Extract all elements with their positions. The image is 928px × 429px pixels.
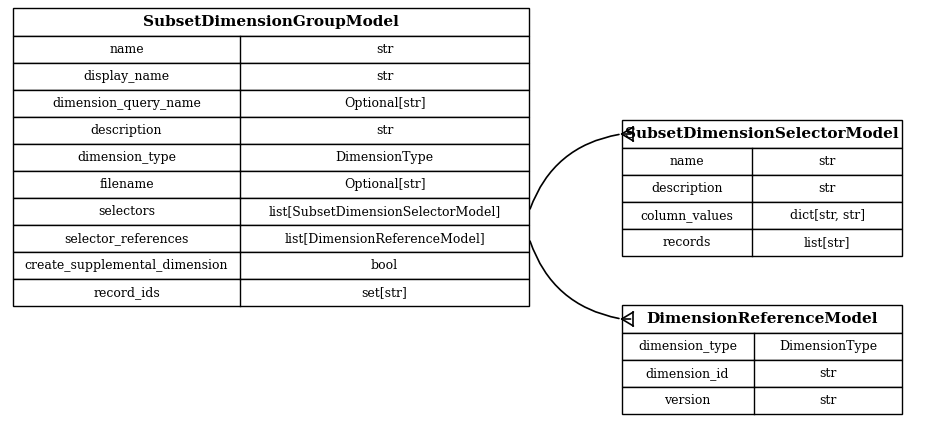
- Text: str: str: [818, 394, 835, 407]
- Bar: [621, 202, 901, 229]
- Bar: [13, 8, 529, 36]
- Text: Optional[str]: Optional[str]: [343, 178, 425, 191]
- Text: display_name: display_name: [84, 70, 170, 83]
- Bar: [13, 36, 529, 63]
- Text: dimension_type: dimension_type: [638, 340, 736, 353]
- Bar: [13, 198, 529, 225]
- Bar: [621, 175, 901, 202]
- Text: create_supplemental_dimension: create_supplemental_dimension: [25, 259, 228, 272]
- Text: selectors: selectors: [98, 205, 155, 218]
- Bar: [621, 120, 901, 148]
- Text: str: str: [818, 367, 835, 380]
- Bar: [13, 225, 529, 252]
- Bar: [13, 279, 529, 306]
- Text: column_values: column_values: [639, 209, 732, 222]
- Text: dimension_id: dimension_id: [645, 367, 728, 380]
- Text: str: str: [376, 124, 393, 137]
- Text: str: str: [376, 70, 393, 83]
- Text: DimensionReferenceModel: DimensionReferenceModel: [646, 312, 877, 326]
- Text: dimension_type: dimension_type: [77, 151, 175, 164]
- Bar: [13, 171, 529, 198]
- Bar: [621, 387, 901, 414]
- Text: dict[str, str]: dict[str, str]: [789, 209, 864, 222]
- Text: description: description: [651, 182, 722, 195]
- Bar: [13, 63, 529, 90]
- Text: set[str]: set[str]: [361, 286, 407, 299]
- Text: DimensionType: DimensionType: [778, 340, 876, 353]
- Text: dimension_query_name: dimension_query_name: [52, 97, 200, 110]
- Bar: [621, 229, 901, 256]
- Bar: [621, 305, 901, 333]
- Text: list[DimensionReferenceModel]: list[DimensionReferenceModel]: [284, 232, 484, 245]
- Text: list[SubsetDimensionSelectorModel]: list[SubsetDimensionSelectorModel]: [268, 205, 500, 218]
- Text: list[str]: list[str]: [803, 236, 849, 249]
- Text: SubsetDimensionGroupModel: SubsetDimensionGroupModel: [143, 15, 399, 29]
- Text: name: name: [669, 155, 703, 168]
- Text: Optional[str]: Optional[str]: [343, 97, 425, 110]
- Bar: [621, 333, 901, 360]
- Text: bool: bool: [370, 259, 398, 272]
- Text: str: str: [818, 182, 835, 195]
- Text: records: records: [662, 236, 710, 249]
- Text: version: version: [664, 394, 710, 407]
- Bar: [621, 360, 901, 387]
- Text: DimensionType: DimensionType: [335, 151, 433, 164]
- Text: str: str: [818, 155, 835, 168]
- Text: description: description: [91, 124, 162, 137]
- Text: filename: filename: [99, 178, 154, 191]
- Text: str: str: [376, 43, 393, 56]
- Text: selector_references: selector_references: [64, 232, 188, 245]
- Bar: [13, 90, 529, 117]
- Bar: [13, 252, 529, 279]
- Text: record_ids: record_ids: [93, 286, 160, 299]
- Bar: [621, 148, 901, 175]
- Text: SubsetDimensionSelectorModel: SubsetDimensionSelectorModel: [625, 127, 897, 141]
- Bar: [13, 144, 529, 171]
- Text: name: name: [110, 43, 144, 56]
- Bar: [13, 117, 529, 144]
